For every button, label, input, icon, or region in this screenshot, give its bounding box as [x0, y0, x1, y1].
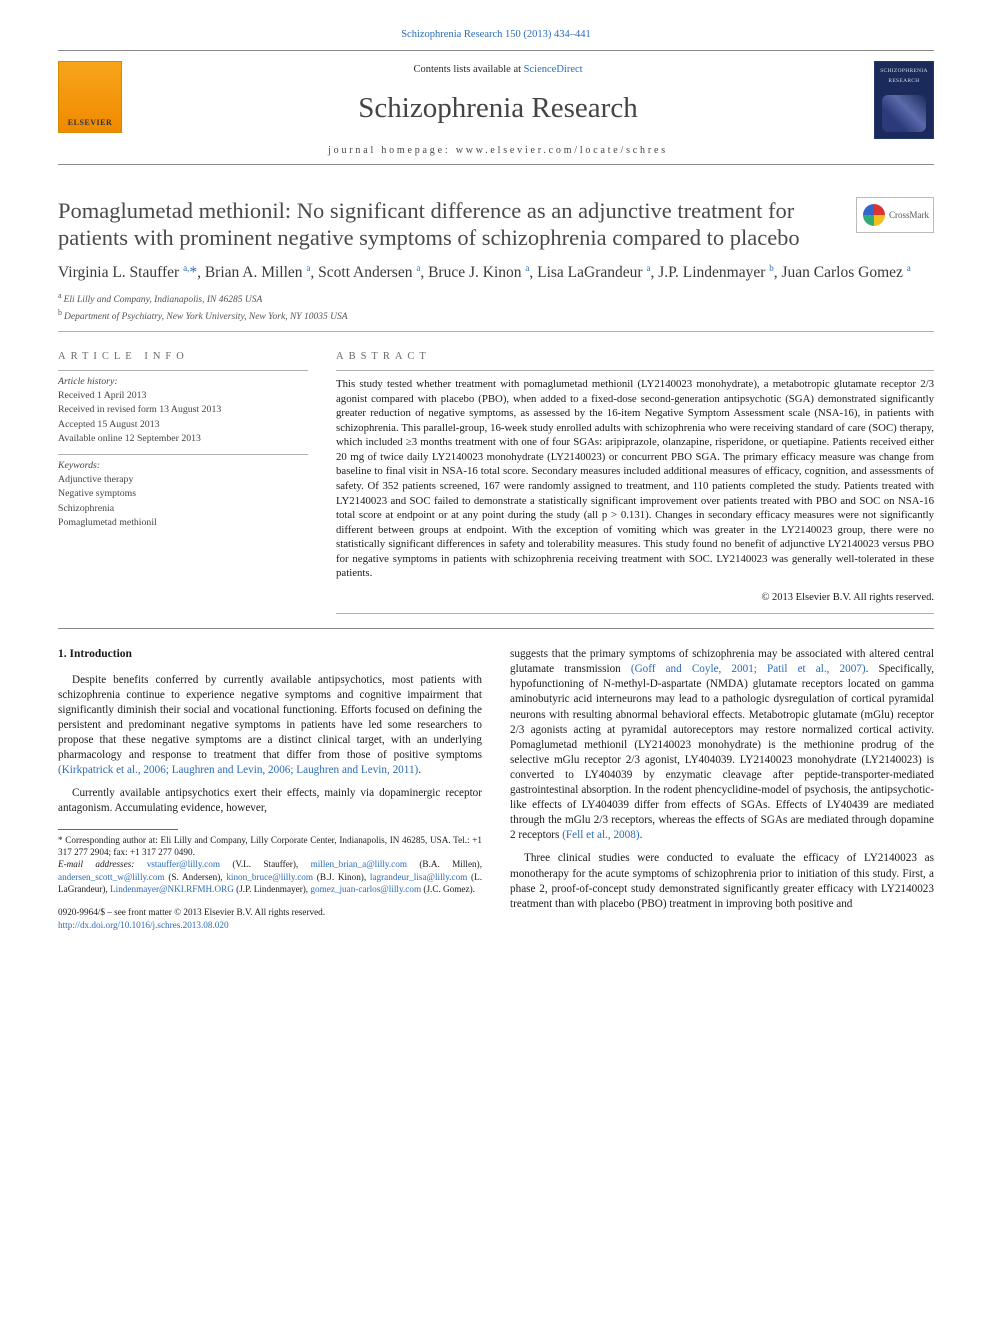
keyword: Negative symptoms [58, 487, 308, 501]
page-footer: 0920-9964/$ – see front matter © 2013 El… [58, 906, 482, 932]
masthead: ELSEVIER Contents lists available at Sci… [58, 51, 934, 164]
email-link[interactable]: andersen_scott_w@lilly.com [58, 872, 165, 882]
abstract-column: ABSTRACT This study tested whether treat… [336, 342, 934, 614]
citation-link[interactable]: (Fell et al., 2008) [562, 829, 639, 841]
history-line: Received in revised form 13 August 2013 [58, 403, 308, 417]
journal-cover-thumbnail: SCHIZOPHRENIA RESEARCH [874, 61, 934, 139]
abstract-text: This study tested whether treatment with… [336, 371, 934, 587]
email-attribution: (S. Andersen), [165, 872, 227, 882]
crossmark-badge[interactable]: CrossMark [856, 197, 934, 233]
article-history: Article history: Received 1 April 2013Re… [58, 371, 308, 454]
body-text: . [418, 764, 421, 776]
keyword: Pomaglumetad methionil [58, 516, 308, 530]
contents-available-line: Contents lists available at ScienceDirec… [122, 63, 874, 77]
running-head: Schizophrenia Research 150 (2013) 434–44… [58, 28, 934, 42]
email-link[interactable]: lagrandeur_lisa@lilly.com [370, 872, 467, 882]
email-link[interactable]: kinon_bruce@lilly.com [226, 872, 313, 882]
homepage-url[interactable]: www.elsevier.com/locate/schres [456, 145, 668, 156]
divider [336, 613, 934, 614]
email-attribution: (B.A. Millen), [407, 859, 482, 869]
email-attribution: (B.J. Kinon), [313, 872, 370, 882]
body-two-column: 1. Introduction Despite benefits conferr… [58, 647, 934, 931]
body-text: Despite benefits conferred by currently … [58, 674, 482, 762]
email-link[interactable]: vstauffer@lilly.com [147, 859, 220, 869]
affiliations: aEli Lilly and Company, Indianapolis, IN… [58, 290, 934, 325]
masthead-center: Contents lists available at ScienceDirec… [122, 61, 874, 158]
footnote-divider [58, 829, 178, 830]
email-attribution: (J.C. Gomez). [421, 884, 475, 894]
journal-title: Schizophrenia Research [122, 89, 874, 128]
email-link[interactable]: gomez_juan-carlos@lilly.com [310, 884, 421, 894]
doi-link[interactable]: http://dx.doi.org/10.1016/j.schres.2013.… [58, 919, 482, 932]
section-divider [58, 628, 934, 629]
cover-artwork [882, 95, 926, 132]
keywords-block: Keywords: Adjunctive therapyNegative sym… [58, 455, 308, 538]
body-paragraph: Currently available antipsychotics exert… [58, 786, 482, 816]
history-line: Available online 12 September 2013 [58, 432, 308, 446]
keywords-label: Keywords: [58, 459, 308, 473]
email-addresses: E-mail addresses: vstauffer@lilly.com (V… [58, 858, 482, 895]
corresponding-author: * Corresponding author at: Eli Lilly and… [58, 834, 482, 859]
email-label: E-mail addresses: [58, 859, 147, 869]
article-info-column: ARTICLE INFO Article history: Received 1… [58, 342, 308, 614]
email-link[interactable]: Lindenmayer@NKI.RFMH.ORG [110, 884, 234, 894]
copyright-line: © 2013 Elsevier B.V. All rights reserved… [336, 587, 934, 613]
elsevier-logo-label: ELSEVIER [68, 118, 112, 129]
body-paragraph: suggests that the primary symptoms of sc… [510, 647, 934, 843]
affiliation-line: aEli Lilly and Company, Indianapolis, IN… [58, 290, 934, 307]
crossmark-icon [863, 204, 885, 226]
body-paragraph: Three clinical studies were conducted to… [510, 851, 934, 911]
contents-label: Contents lists available at [413, 64, 523, 75]
crossmark-label: CrossMark [889, 209, 929, 221]
keyword: Adjunctive therapy [58, 473, 308, 487]
cover-line-1: SCHIZOPHRENIA [880, 68, 928, 75]
body-text: . Specifically, hypofunctioning of N-met… [510, 663, 934, 841]
authors-line: Virginia L. Stauffer a,*, Brian A. Mille… [58, 262, 934, 284]
article-title: Pomaglumetad methionil: No significant d… [58, 197, 934, 252]
email-attribution: (V.L. Stauffer), [220, 859, 311, 869]
footnotes-block: * Corresponding author at: Eli Lilly and… [58, 829, 482, 896]
email-link[interactable]: millen_brian_a@lilly.com [311, 859, 407, 869]
cover-line-2: RESEARCH [888, 78, 919, 85]
section-1-heading: 1. Introduction [58, 647, 482, 663]
citation-link[interactable]: (Kirkpatrick et al., 2006; Laughren and … [58, 764, 418, 776]
article-info-heading: ARTICLE INFO [58, 342, 308, 370]
sciencedirect-link[interactable]: ScienceDirect [524, 64, 583, 75]
history-line: Accepted 15 August 2013 [58, 418, 308, 432]
citation-link[interactable]: (Goff and Coyle, 2001; Patil et al., 200… [631, 663, 866, 675]
divider [58, 164, 934, 165]
body-paragraph: Despite benefits conferred by currently … [58, 673, 482, 779]
elsevier-logo: ELSEVIER [58, 61, 122, 133]
history-line: Received 1 April 2013 [58, 389, 308, 403]
history-label: Article history: [58, 375, 308, 389]
keyword: Schizophrenia [58, 502, 308, 516]
abstract-heading: ABSTRACT [336, 342, 934, 370]
journal-homepage: journal homepage: www.elsevier.com/locat… [122, 144, 874, 158]
affiliation-line: bDepartment of Psychiatry, New York Univ… [58, 307, 934, 324]
issn-line: 0920-9964/$ – see front matter © 2013 El… [58, 906, 482, 919]
email-attribution: (J.P. Lindenmayer), [234, 884, 311, 894]
divider [58, 331, 934, 332]
homepage-label: journal homepage: [328, 145, 456, 156]
body-text: . [640, 829, 643, 841]
